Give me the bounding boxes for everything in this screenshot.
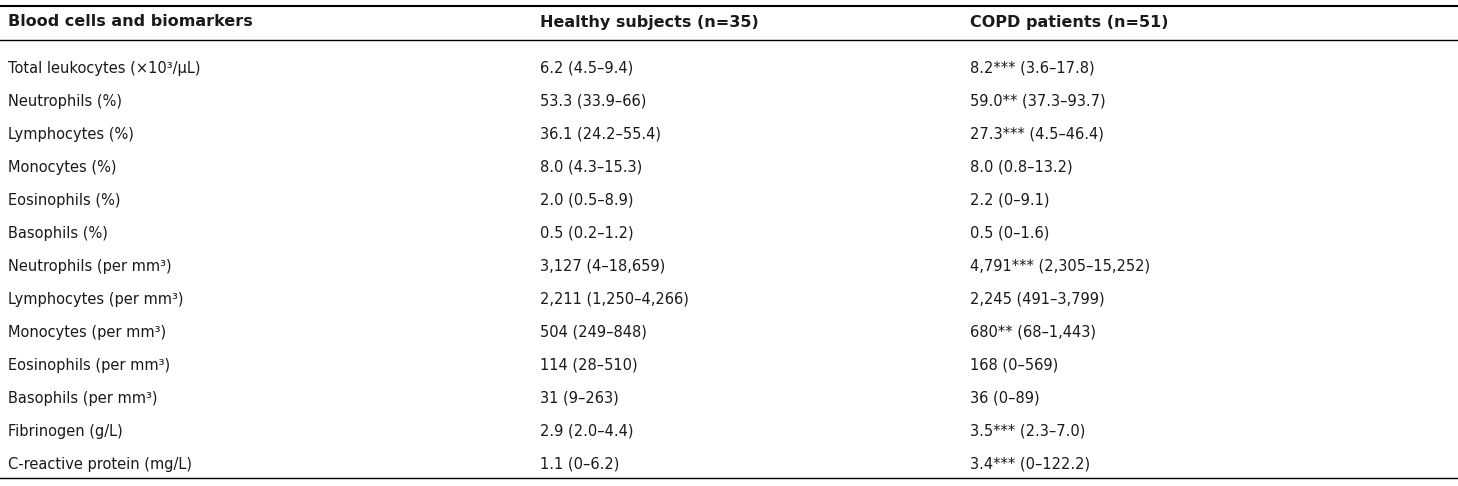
Text: 1.1 (0–6.2): 1.1 (0–6.2) [539, 456, 620, 471]
Text: 504 (249–848): 504 (249–848) [539, 325, 647, 340]
Text: 168 (0–569): 168 (0–569) [970, 358, 1059, 372]
Text: Monocytes (per mm³): Monocytes (per mm³) [7, 325, 166, 340]
Text: 8.0 (4.3–15.3): 8.0 (4.3–15.3) [539, 159, 643, 174]
Text: Basophils (per mm³): Basophils (per mm³) [7, 390, 157, 405]
Text: 8.0 (0.8–13.2): 8.0 (0.8–13.2) [970, 159, 1073, 174]
Text: Blood cells and biomarkers: Blood cells and biomarkers [7, 15, 252, 30]
Text: 8.2*** (3.6–17.8): 8.2*** (3.6–17.8) [970, 60, 1095, 75]
Text: Monocytes (%): Monocytes (%) [7, 159, 117, 174]
Text: 3.5*** (2.3–7.0): 3.5*** (2.3–7.0) [970, 423, 1085, 438]
Text: 680** (68–1,443): 680** (68–1,443) [970, 325, 1096, 340]
Text: 36 (0–89): 36 (0–89) [970, 390, 1040, 405]
Text: 27.3*** (4.5–46.4): 27.3*** (4.5–46.4) [970, 126, 1104, 141]
Text: 2.2 (0–9.1): 2.2 (0–9.1) [970, 192, 1050, 208]
Text: C-reactive protein (mg/L): C-reactive protein (mg/L) [7, 456, 192, 471]
Text: Eosinophils (per mm³): Eosinophils (per mm³) [7, 358, 171, 372]
Text: Basophils (%): Basophils (%) [7, 226, 108, 241]
Text: Total leukocytes (×10³/μL): Total leukocytes (×10³/μL) [7, 60, 201, 75]
Text: 114 (28–510): 114 (28–510) [539, 358, 637, 372]
Text: Eosinophils (%): Eosinophils (%) [7, 192, 121, 208]
Text: 4,791*** (2,305–15,252): 4,791*** (2,305–15,252) [970, 259, 1150, 274]
Text: 2.9 (2.0–4.4): 2.9 (2.0–4.4) [539, 423, 633, 438]
Text: 2.0 (0.5–8.9): 2.0 (0.5–8.9) [539, 192, 633, 208]
Text: 53.3 (33.9–66): 53.3 (33.9–66) [539, 93, 646, 108]
Text: Lymphocytes (per mm³): Lymphocytes (per mm³) [7, 292, 184, 307]
Text: 0.5 (0.2–1.2): 0.5 (0.2–1.2) [539, 226, 634, 241]
Text: COPD patients (n=51): COPD patients (n=51) [970, 15, 1168, 30]
Text: 6.2 (4.5–9.4): 6.2 (4.5–9.4) [539, 60, 633, 75]
Text: 31 (9–263): 31 (9–263) [539, 390, 618, 405]
Text: Neutrophils (per mm³): Neutrophils (per mm³) [7, 259, 172, 274]
Text: 3.4*** (0–122.2): 3.4*** (0–122.2) [970, 456, 1091, 471]
Text: Neutrophils (%): Neutrophils (%) [7, 93, 122, 108]
Text: Fibrinogen (g/L): Fibrinogen (g/L) [7, 423, 122, 438]
Text: 3,127 (4–18,659): 3,127 (4–18,659) [539, 259, 665, 274]
Text: 2,245 (491–3,799): 2,245 (491–3,799) [970, 292, 1105, 307]
Text: Lymphocytes (%): Lymphocytes (%) [7, 126, 134, 141]
Text: 59.0** (37.3–93.7): 59.0** (37.3–93.7) [970, 93, 1105, 108]
Text: Healthy subjects (n=35): Healthy subjects (n=35) [539, 15, 758, 30]
Text: 36.1 (24.2–55.4): 36.1 (24.2–55.4) [539, 126, 660, 141]
Text: 0.5 (0–1.6): 0.5 (0–1.6) [970, 226, 1050, 241]
Text: 2,211 (1,250–4,266): 2,211 (1,250–4,266) [539, 292, 688, 307]
